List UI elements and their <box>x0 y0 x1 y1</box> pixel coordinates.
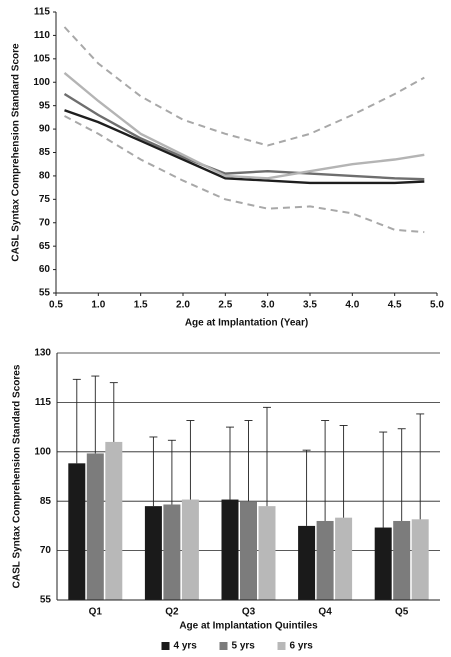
x-tick-label: 0.5 <box>49 300 63 311</box>
x-tick-label: 1.5 <box>134 300 148 311</box>
bar <box>221 499 239 600</box>
y-tick-label: 70 <box>40 545 52 556</box>
legend-swatch <box>219 642 228 650</box>
line-series <box>64 109 425 185</box>
y-tick-label: 100 <box>33 77 50 88</box>
bar <box>411 519 429 600</box>
line-series <box>64 115 425 234</box>
x-tick-label: 3.5 <box>303 300 317 311</box>
y-axis-label: CASL Syntax Comprehension Standard Score <box>11 43 22 262</box>
y-tick-label: 90 <box>39 124 51 135</box>
y-tick-label: 110 <box>34 30 51 41</box>
y-tick-label: 80 <box>39 171 51 182</box>
bar <box>258 506 276 600</box>
y-tick-label: 55 <box>40 595 52 606</box>
bar <box>105 441 123 600</box>
line-series <box>63 26 425 147</box>
x-tick-label: Q4 <box>318 607 332 618</box>
bar <box>181 499 199 600</box>
legend-label: 5 yrs <box>232 641 256 652</box>
y-tick-label: 130 <box>34 348 51 359</box>
bar <box>298 525 316 600</box>
y-tick-label: 100 <box>34 446 51 457</box>
bar <box>393 520 411 600</box>
bar <box>316 520 334 600</box>
x-tick-label: Q2 <box>165 607 179 618</box>
x-tick-label: 1.0 <box>91 300 105 311</box>
y-tick-label: 85 <box>40 496 52 507</box>
x-tick-label: Q1 <box>89 607 103 618</box>
y-tick-label: 65 <box>39 241 51 252</box>
y-tick-label: 55 <box>39 288 51 299</box>
bar <box>68 463 86 600</box>
y-tick-label: 115 <box>35 397 52 408</box>
x-tick-label: 2.5 <box>218 300 232 311</box>
x-tick-label: 3.0 <box>261 300 275 311</box>
legend-label: 4 yrs <box>174 641 198 652</box>
bar <box>163 504 181 600</box>
x-tick-label: 4.0 <box>345 300 359 311</box>
x-tick-label: 2.0 <box>176 300 190 311</box>
y-tick-label: 115 <box>34 7 51 18</box>
line-series <box>63 92 425 181</box>
y-tick-label: 105 <box>33 53 50 64</box>
y-tick-label: 75 <box>39 194 51 205</box>
bar <box>240 501 257 600</box>
bar <box>86 453 104 600</box>
x-axis-label: Age at Implantation (Year) <box>185 318 308 329</box>
y-tick-label: 95 <box>39 100 51 111</box>
x-tick-label: 5.0 <box>430 300 444 311</box>
x-tick-label: 4.5 <box>388 300 402 311</box>
bar <box>144 506 162 600</box>
bar <box>374 527 392 600</box>
legend-label: 6 yrs <box>290 641 314 652</box>
x-axis-label: Age at Implantation Quintiles <box>179 621 318 632</box>
y-tick-label: 70 <box>39 217 51 228</box>
legend-swatch <box>277 642 286 650</box>
bar <box>335 517 353 600</box>
y-tick-label: 60 <box>39 264 51 275</box>
legend-swatch <box>161 642 170 650</box>
line-series <box>63 71 425 180</box>
x-tick-label: Q5 <box>395 607 409 618</box>
y-axis-label: CASL Syntax Comprehension Standard Score… <box>12 364 23 588</box>
x-tick-label: Q3 <box>242 607 256 618</box>
y-tick-label: 85 <box>39 147 51 158</box>
